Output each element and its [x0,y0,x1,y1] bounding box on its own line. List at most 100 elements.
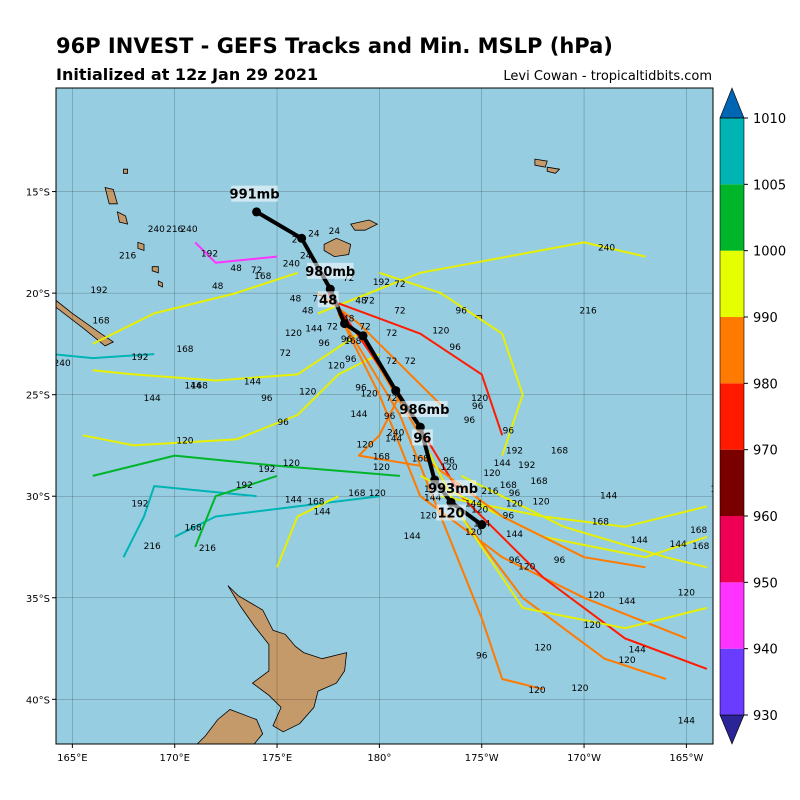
axis-ticks: 165°E 170°E 175°E 180° 175°W 170°W 165°W 15°S 20… [26,188,704,764]
forecast-hour-label: 48 [355,296,367,306]
pressure-label: 993mb [428,482,478,497]
forecast-hour-label: 120 [528,686,545,696]
forecast-hour-label: 144 [631,536,648,546]
forecast-hour-label: 24 [300,252,312,262]
forecast-hour-label: 120 [361,390,378,400]
colorbar-segment [720,250,744,317]
chart-subtitle: Initialized at 12z Jan 29 2021 [56,65,319,84]
lon-tick-label: 165°W [669,753,703,764]
ensemble-track [122,485,257,558]
forecast-hour-label: 192 [711,485,728,495]
ensemble-track [56,353,155,360]
ensemble-track [338,302,504,436]
colorbar-segment [720,317,744,384]
forecast-hour-label: 216 [481,487,498,497]
pressure-label-box [231,185,278,202]
forecast-hour-label: 96 [472,402,484,412]
new-zealand-south-island [196,709,264,744]
ensemble-track [337,312,544,691]
chart-title: 96P INVEST - GEFS Tracks and Min. MSLP (… [56,34,613,58]
colorbar-segment [720,449,744,516]
forecast-hour-label: 192 [131,353,148,363]
forecast-hour-label: 168 [307,497,324,507]
forecast-hour-label: 96 [341,335,353,345]
forecast-hour-label: 192 [518,461,535,471]
colorbar-segment [720,184,744,251]
forecast-hour-label: 216 [119,252,136,262]
forecast-hour-label: 72 [394,280,405,290]
forecast-hour-label: 168 [92,317,109,327]
forecast-hour-label: 96 [503,426,515,436]
ensemble-track [82,353,380,447]
ensemble-track [460,475,708,569]
forecast-hour-label: 216 [199,544,216,554]
ensemble-track [357,394,421,467]
forecast-hour-label: 120 [373,463,390,473]
ensemble-track [92,454,400,477]
forecast-hour-label: 144 [144,394,161,404]
ensemble-hour-labels: 2424242472168482404848727219272487272487… [54,225,728,727]
pressure-label: 980mb [305,265,355,280]
forecast-hour-label: 168 [500,481,517,491]
ensemble-tracks [56,241,708,691]
colorbar-segment [720,582,744,649]
forecast-hour-label: 24 [308,229,320,239]
forecast-hour-label: 144 [618,597,635,607]
forecast-hour-label: 72 [251,266,262,276]
forecast-hour-label: 240 [598,243,615,253]
forecast-hour-label: 120 [369,489,386,499]
ensemble-track [194,474,278,548]
forecast-hour-label: 48 [343,315,355,325]
forecast-hour-label: 48 [302,306,314,316]
forecast-hour-label: 192 [90,286,107,296]
ensemble-track [92,332,360,382]
forecast-hour-label: 168 [185,524,202,534]
lat-tick-label: 15°S [26,188,50,199]
lon-tick-label: 175°W [465,753,499,764]
colorbar-min-extension [719,714,745,745]
forecast-hour-label: 144 [285,495,302,505]
forecast-hour-label: 240 [180,225,197,235]
pressure-label-box [411,429,433,446]
forecast-hour-label: 72 [327,323,338,333]
lon-tick-label: 175°E [262,753,292,764]
pressure-label-box [436,504,466,521]
lat-tick-label: 40°S [26,695,50,706]
ocean-background [56,88,713,744]
forecast-hour-label: 72 [343,274,354,284]
forecast-hour-label: 216 [166,225,183,235]
forecast-hour-label: 144 [244,378,261,388]
ensemble-track [440,495,708,528]
forecast-hour-label: 168 [191,382,208,392]
lon-tick-label: 180° [367,753,391,764]
forecast-hour-label: 240 [54,359,71,369]
colorbar-segment [720,383,744,450]
ensemble-track [317,241,646,315]
lat-tick-label: 30°S [26,492,50,503]
pressure-colorbar: 930 940 950 960 970 980 990 1000 1005 1010 [719,87,786,745]
forecast-hour-label: 72 [386,394,397,404]
vanuatu-erromango [151,266,159,274]
forecast-hour-label: 120 [471,505,488,515]
lon-tick-label: 170°E [160,753,190,764]
colorbar-frame [719,117,745,716]
pressure-label: 991mb [230,188,280,203]
forecast-hour-label: 120 [584,621,601,631]
forecast-hour-label: 96 [503,512,515,522]
forecast-hour-label: 144 [305,325,322,335]
forecast-hour-label: 48 [290,294,302,304]
colorbar-segment [720,516,744,583]
mean-track-point [340,319,350,329]
forecast-hour-label: 96 [464,416,476,426]
forecast-hour-label: 144 [678,717,695,727]
colorbar-tick-label: 940 [753,643,778,658]
forecast-hour-label: 144 [670,540,687,550]
forecast-hour-label: 96 [443,457,455,467]
forecast-hour-label: 120 [283,459,300,469]
forecast-hour-label: 120 [285,329,302,339]
forecast-hour-label: 120 [432,327,449,337]
forecast-hour-label: 120 [535,644,552,654]
ensemble-track [276,495,339,568]
pressure-label-box [317,291,339,308]
forecast-hour-label: 96 [261,394,273,404]
